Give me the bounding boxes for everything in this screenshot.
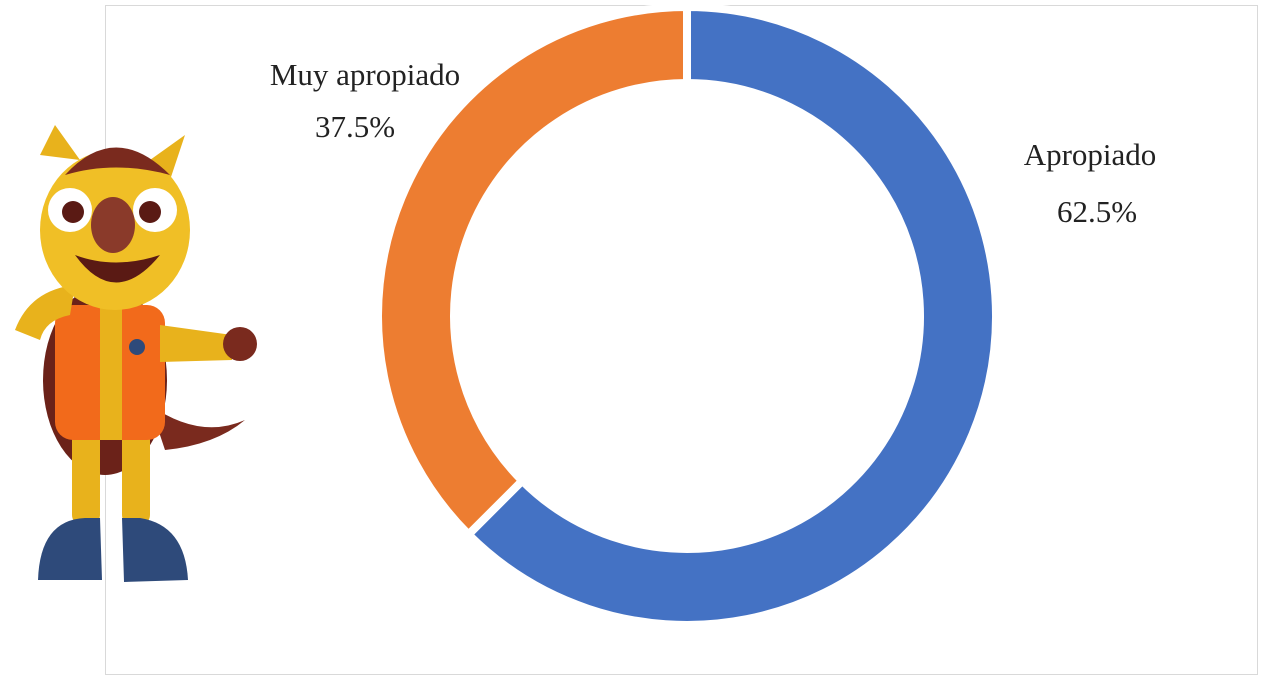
mascot-nose bbox=[91, 197, 135, 253]
mascot-leg bbox=[72, 430, 100, 525]
mascot-badge bbox=[129, 339, 145, 355]
mascot-pupil bbox=[62, 201, 84, 223]
mascot-shirt bbox=[100, 305, 122, 440]
value-label: 62.5% bbox=[1057, 194, 1137, 229]
chart: Apropiado 62.5% Muy apropiado 37.5% bbox=[0, 0, 1262, 679]
mascot-hand bbox=[223, 327, 257, 361]
value-label: 37.5% bbox=[315, 109, 395, 144]
mascot-ear bbox=[40, 125, 80, 160]
category-label: Apropiado bbox=[1024, 137, 1157, 172]
mascot-leg bbox=[122, 430, 150, 525]
category-label: Muy apropiado bbox=[270, 57, 460, 92]
mascot-boot bbox=[38, 518, 102, 580]
mascot-pupil bbox=[139, 201, 161, 223]
page: Apropiado62.5%Muy apropiado37.5% (() => … bbox=[0, 0, 1262, 679]
